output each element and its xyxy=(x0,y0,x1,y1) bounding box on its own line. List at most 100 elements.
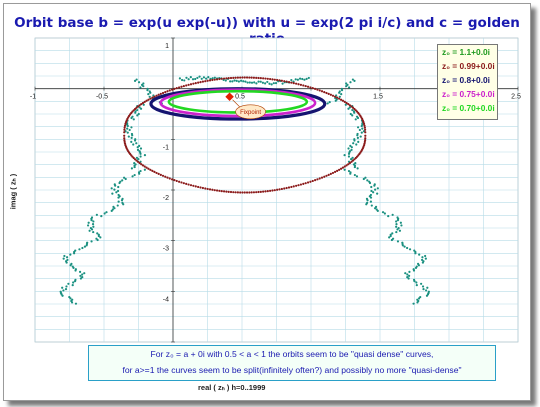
y-tick-label: -4 xyxy=(163,296,169,303)
orbit-point xyxy=(204,187,207,190)
orbit-point xyxy=(222,190,226,193)
orbit-point xyxy=(395,230,398,234)
orbit-point xyxy=(363,126,366,129)
orbit-point xyxy=(246,81,249,84)
orbit-point xyxy=(353,139,356,142)
orbit-point xyxy=(135,142,138,145)
orbit-point xyxy=(347,169,351,173)
orbit-point xyxy=(390,238,394,242)
orbit-point xyxy=(117,200,120,203)
orbit-point xyxy=(365,203,368,206)
orbit-point xyxy=(413,280,416,283)
orbit-point xyxy=(211,78,214,82)
orbit-point xyxy=(403,245,406,248)
orbit-point xyxy=(329,93,332,96)
orbit-point xyxy=(215,78,219,81)
orbit-point xyxy=(90,219,93,222)
orbit-point xyxy=(338,95,341,98)
orbit-point xyxy=(414,252,417,255)
orbit-point xyxy=(420,282,423,285)
orbit-point xyxy=(320,90,324,93)
orbit-point xyxy=(237,80,240,83)
orbit-point xyxy=(211,188,214,191)
legend-entry-1: z₀ = 1.1+0.0i xyxy=(438,45,497,59)
orbit-point xyxy=(69,264,72,267)
orbit-point xyxy=(95,213,98,216)
orbit-point xyxy=(415,284,418,287)
orbit-point xyxy=(348,106,352,109)
y-tick-label: 1 xyxy=(165,43,169,50)
orbit-point xyxy=(192,82,195,85)
orbit-point xyxy=(139,152,142,155)
orbit-point xyxy=(133,107,137,111)
orbit-point xyxy=(189,184,193,187)
orbit-point xyxy=(141,164,145,167)
orbit-point xyxy=(372,191,375,194)
fixpoint-label: Fixpoint xyxy=(240,110,261,116)
orbit-point xyxy=(66,258,69,262)
orbit-point xyxy=(248,81,251,84)
orbit-point xyxy=(139,107,143,110)
orbit-point xyxy=(220,190,223,193)
orbit-point xyxy=(361,127,364,130)
orbit-point xyxy=(62,289,65,292)
orbit-point xyxy=(142,103,145,106)
orbit-point xyxy=(126,131,129,134)
annotations: Fixpoint xyxy=(225,92,266,120)
orbit-point xyxy=(136,148,140,151)
orbit-point xyxy=(306,181,310,184)
orbit-point xyxy=(123,134,126,137)
x-tick-label: 0.5 xyxy=(235,94,245,101)
orbit-point xyxy=(336,96,339,99)
orbit-point xyxy=(180,85,183,88)
orbit-point xyxy=(189,83,193,86)
orbit-point xyxy=(135,156,139,159)
orbit-point xyxy=(208,79,212,82)
orbit-point xyxy=(143,100,146,103)
x-tick-label: 2.5 xyxy=(511,94,521,101)
orbit-point xyxy=(391,232,394,235)
orbit-point xyxy=(351,78,354,81)
orbit-point xyxy=(138,144,141,147)
orbit-point xyxy=(364,134,367,137)
orbit-point xyxy=(155,94,158,97)
orbit-point xyxy=(143,168,146,171)
orbit-point xyxy=(123,142,127,145)
orbit-point xyxy=(122,203,125,206)
orbit-point xyxy=(187,78,190,81)
orbit-point xyxy=(130,167,133,170)
orbit-point xyxy=(395,223,398,226)
orbit-point xyxy=(349,81,352,84)
orbit-point xyxy=(347,107,350,110)
orbit-point xyxy=(414,266,418,269)
orbit-point xyxy=(140,163,143,166)
orbit-point xyxy=(182,84,185,88)
orbit-point xyxy=(205,77,208,80)
orbit-point xyxy=(149,91,152,94)
orbit-point xyxy=(164,91,167,94)
orbit-point xyxy=(139,147,143,150)
legend: z₀ = 1.1+0.0i z₀ = 0.99+0.0i z₀ = 0.8+0.… xyxy=(437,44,498,120)
note-line-1: For z₀ = a + 0i with 0.5 < a < 1 the orb… xyxy=(150,349,434,359)
orbit-point xyxy=(124,121,128,124)
orbit-point xyxy=(91,223,95,226)
orbit-point xyxy=(366,179,369,182)
orbit-curve xyxy=(159,88,317,118)
orbit-point xyxy=(345,101,348,105)
orbit-point xyxy=(269,77,272,81)
orbit-point xyxy=(370,185,373,189)
orbit-point xyxy=(161,174,165,177)
orbit-point xyxy=(70,301,74,304)
orbit-point xyxy=(351,106,355,109)
orbit-point xyxy=(100,215,103,218)
orbit-point xyxy=(280,79,283,82)
orbit-point xyxy=(218,77,221,81)
orbit-point xyxy=(328,100,331,104)
orbit-point xyxy=(340,93,343,96)
y-axis-label: imag ( zₕ ) xyxy=(8,173,18,210)
orbit-point xyxy=(229,76,233,80)
orbit-point xyxy=(213,78,216,81)
orbit-point xyxy=(294,78,297,81)
orbit-point xyxy=(314,87,317,90)
orbit-point xyxy=(130,136,133,140)
